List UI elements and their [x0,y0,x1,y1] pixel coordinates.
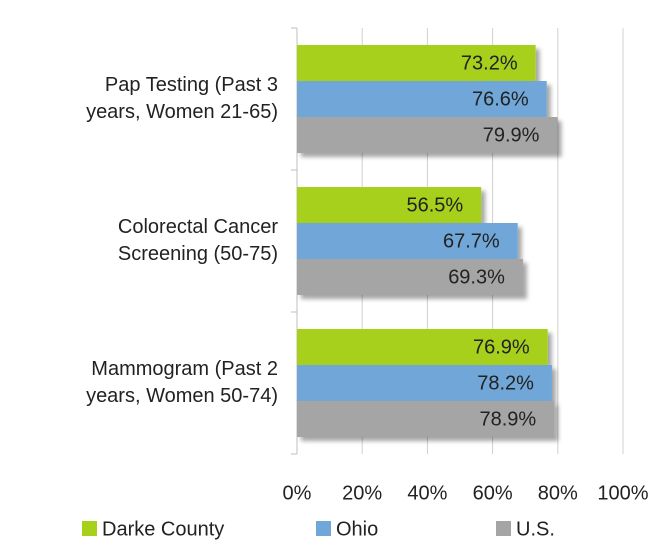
x-tick-label: 40% [407,482,447,504]
x-tick-label: 100% [597,482,648,504]
category-label: Pap Testing (Past 3 years, Women 21-65) [86,74,278,123]
x-tick-label: 80% [538,482,578,504]
bar [297,45,536,81]
bar [297,365,552,401]
bar [297,223,518,259]
legend-label: Ohio [336,518,378,540]
data-label: 78.9% [479,408,536,430]
data-label: 76.9% [473,336,530,358]
x-tick-label: 20% [342,482,382,504]
bar [297,329,548,365]
bar [297,259,523,295]
legend-swatch [316,521,331,536]
data-label: 67.7% [443,230,500,252]
x-tick-label: 60% [473,482,513,504]
legend-label: Darke County [102,518,224,540]
data-label: 56.5% [406,194,463,216]
data-label: 73.2% [461,52,518,74]
legend-swatch [82,521,97,536]
bar [297,81,547,117]
bar [297,187,482,223]
data-label: 78.2% [477,372,534,394]
data-label: 76.6% [472,88,529,110]
data-label: 79.9% [483,124,540,146]
bar [297,401,555,437]
legend-swatch [496,521,511,536]
category-label: Mammogram (Past 2 years, Women 50-74) [86,358,278,407]
x-tick-label: 0% [283,482,312,504]
data-label: 69.3% [448,266,505,288]
bar [297,117,558,153]
category-label: Colorectal Cancer Screening (50-75) [117,216,278,265]
legend-label: U.S. [516,518,555,540]
